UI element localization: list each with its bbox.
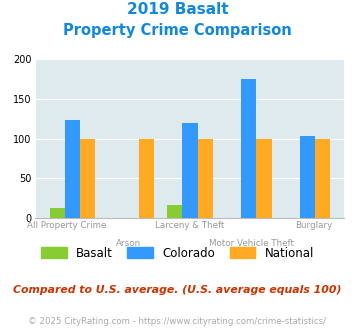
Text: Arson: Arson [116, 239, 141, 248]
Bar [300, 136, 315, 218]
Bar [198, 139, 213, 218]
Bar [80, 139, 95, 218]
Text: Motor Vehicle Theft: Motor Vehicle Theft [209, 239, 294, 248]
Bar [50, 208, 65, 218]
Bar [167, 205, 182, 218]
Bar [315, 139, 330, 218]
Text: Compared to U.S. average. (U.S. average equals 100): Compared to U.S. average. (U.S. average … [13, 285, 342, 295]
Text: © 2025 CityRating.com - https://www.cityrating.com/crime-statistics/: © 2025 CityRating.com - https://www.city… [28, 317, 327, 326]
Bar [241, 79, 256, 218]
Bar [139, 139, 154, 218]
Text: Property Crime Comparison: Property Crime Comparison [63, 23, 292, 38]
Bar [182, 123, 198, 218]
Bar [65, 120, 80, 218]
Bar [256, 139, 272, 218]
Text: 2019 Basalt: 2019 Basalt [127, 2, 228, 16]
Legend: Basalt, Colorado, National: Basalt, Colorado, National [36, 242, 319, 264]
Text: Larceny & Theft: Larceny & Theft [155, 221, 225, 230]
Text: All Property Crime: All Property Crime [27, 221, 106, 230]
Text: Burglary: Burglary [295, 221, 332, 230]
